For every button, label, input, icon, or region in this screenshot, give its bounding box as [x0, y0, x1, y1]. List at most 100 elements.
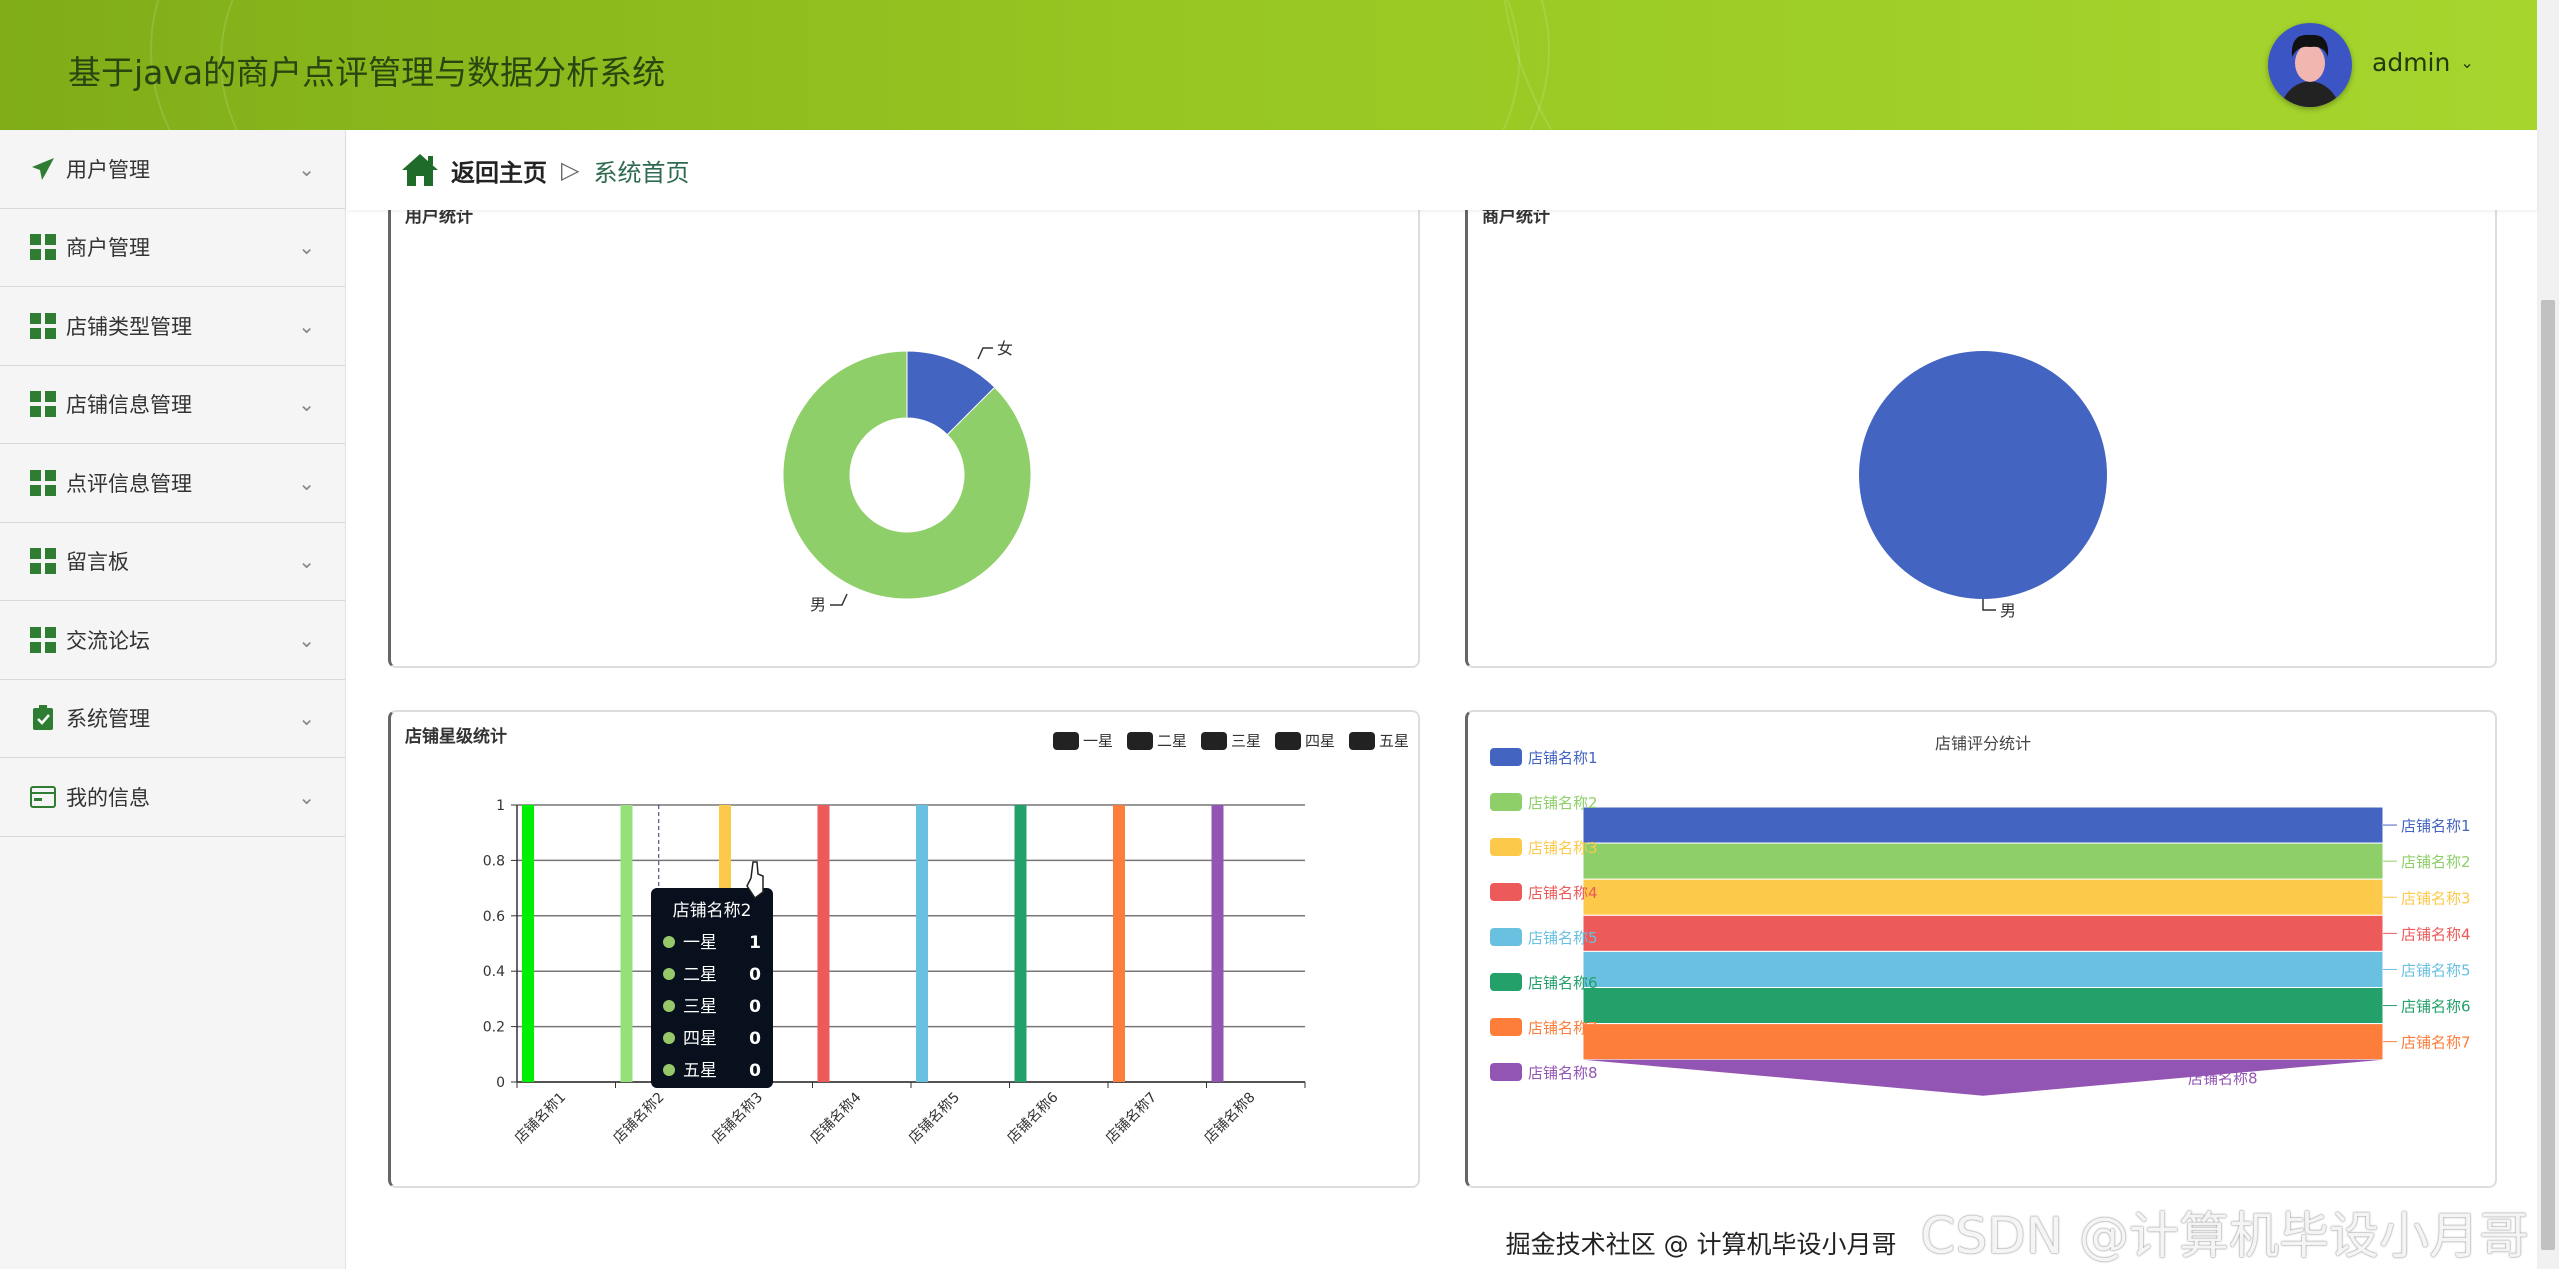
y-tick-label: 0.2	[483, 1020, 505, 1036]
pie-slice	[782, 350, 1032, 600]
tooltip-series: 五星	[683, 1061, 717, 1081]
chart-title: 店铺评分统计	[1935, 734, 2031, 753]
sidebar: 用户管理 ⌄ 商户管理 ⌄ 店铺类型管理 ⌄ 店铺信息管理 ⌄ 点评信息管理 ⌄ 留言板 ⌄ 交流论坛 ⌄…	[0, 130, 346, 1269]
sidebar-item[interactable]: 点评信息管理 ⌄	[0, 444, 345, 523]
funnel-segment	[1582, 806, 2384, 844]
tooltip-value: 1	[749, 933, 761, 953]
tooltip-marker	[663, 1000, 675, 1012]
app-title: 基于java的商户点评管理与数据分析系统	[68, 53, 666, 92]
funnel-label: 店铺名称3	[2401, 889, 2471, 907]
sidebar-item-label: 系统管理	[66, 707, 150, 732]
funnel-label: 店铺名称5	[2401, 961, 2471, 979]
funnel-label: 店铺名称7	[2401, 1034, 2471, 1052]
store-star-card: 店铺星级统计 五星 四星 三星 二星 一星 0 0.2 0.4 0.6 0.8 1 店铺名称1 店铺名称2…	[388, 710, 1420, 1188]
sidebar-item[interactable]: 交流论坛 ⌄	[0, 601, 345, 680]
funnel-label: 店铺名称8	[2188, 1070, 2258, 1088]
legend-swatch	[1490, 1018, 1522, 1036]
sidebar-item[interactable]: 店铺信息管理 ⌄	[0, 366, 345, 444]
legend-label: 五星	[1379, 732, 1409, 750]
legend-swatch	[1490, 793, 1522, 811]
legend-swatch	[1201, 732, 1227, 750]
sidebar-item[interactable]: 留言板 ⌄	[0, 523, 345, 601]
breadcrumb-home-link[interactable]: 返回主页	[451, 158, 547, 187]
chevron-down-icon: ⌄	[298, 156, 315, 181]
clipboard-check-icon	[30, 705, 56, 731]
legend-swatch	[1490, 838, 1522, 856]
avatar[interactable]	[2268, 23, 2352, 107]
y-tick-label: 1	[496, 798, 505, 814]
tooltip-value: 0	[749, 1061, 761, 1081]
tooltip-title: 店铺名称2	[673, 901, 752, 921]
sidebar-item-label: 点评信息管理	[66, 471, 192, 496]
bar	[817, 805, 830, 1082]
tooltip-marker	[663, 968, 675, 980]
pie-slice	[1859, 351, 2107, 599]
legend-label: 店铺名称8	[1528, 1064, 1598, 1082]
sidebar-item[interactable]: 系统管理 ⌄	[0, 680, 345, 758]
bar	[916, 805, 928, 1082]
legend-label: 二星	[1157, 732, 1187, 750]
chevron-down-icon: ⌄	[2460, 53, 2474, 72]
x-tick-label: 店铺名称5	[906, 1090, 963, 1147]
legend-swatch	[1127, 732, 1153, 750]
tooltip-marker	[663, 936, 675, 948]
avatar-image	[2280, 34, 2340, 107]
tooltip-marker	[663, 1064, 675, 1076]
tooltip-series: 四星	[683, 1029, 717, 1049]
bar	[1211, 805, 1224, 1082]
slice-label: 男	[810, 595, 826, 614]
sidebar-item-label: 交流论坛	[66, 628, 150, 653]
y-tick-label: 0	[496, 1075, 505, 1091]
chevron-down-icon: ⌄	[298, 313, 315, 338]
tooltip-value: 0	[749, 965, 761, 985]
watermark: 掘金技术社区 @ 计算机毕设小月哥 CSDN @计算机毕设小月哥	[1506, 1196, 2529, 1268]
username: admin	[2372, 48, 2451, 77]
grid-icon	[30, 548, 56, 575]
chart-title: 店铺星级统计	[405, 726, 507, 747]
scrollbar-thumb[interactable]	[2541, 300, 2555, 1250]
legend-label: 店铺名称4	[1528, 884, 1598, 902]
legend-swatch	[1490, 973, 1522, 991]
tooltip-value: 0	[749, 997, 761, 1017]
legend-label: 店铺名称5	[1528, 929, 1598, 947]
legend-swatch	[1053, 732, 1079, 750]
sidebar-item-label: 商户管理	[66, 236, 150, 261]
bar	[1113, 805, 1125, 1082]
legend-swatch	[1490, 928, 1522, 946]
bar	[1014, 805, 1027, 1082]
tooltip-series: 一星	[683, 933, 717, 953]
chevron-down-icon: ⌄	[298, 470, 315, 495]
sidebar-item[interactable]: 我的信息 ⌄	[0, 758, 345, 837]
chart-title: 商户统计	[1482, 206, 1550, 227]
hand-cursor-icon	[746, 861, 764, 900]
chevron-down-icon: ⌄	[298, 392, 315, 417]
sidebar-item[interactable]: 商户管理 ⌄	[0, 209, 345, 287]
sidebar-item[interactable]: 用户管理 ⌄	[0, 130, 345, 209]
chevron-down-icon: ⌄	[298, 549, 315, 574]
chevron-down-icon: ⌄	[298, 627, 315, 652]
label-line	[977, 347, 993, 360]
funnel-segment	[1582, 878, 2384, 916]
sidebar-item[interactable]: 店铺类型管理 ⌄	[0, 287, 345, 366]
page-scrollbar[interactable]	[2537, 0, 2559, 1269]
legend-swatch	[1490, 748, 1522, 766]
legend-label: 店铺名称6	[1528, 974, 1598, 992]
user-menu[interactable]: admin ⌄	[2372, 48, 2474, 77]
bar	[620, 805, 633, 1082]
y-tick-label: 0.4	[483, 964, 505, 980]
grid-icon	[30, 391, 56, 418]
home-icon[interactable]	[401, 153, 439, 187]
tooltip-box	[651, 888, 773, 1088]
sidebar-item-label: 我的信息	[66, 785, 150, 810]
grid-icon	[30, 626, 56, 653]
funnel-label: 店铺名称4	[2401, 925, 2471, 943]
legend-label: 四星	[1305, 732, 1335, 750]
tooltip-marker	[663, 1032, 675, 1044]
label-line	[830, 593, 848, 606]
chart-title: 用户统计	[405, 206, 473, 227]
legend-swatch	[1490, 1063, 1522, 1081]
bar	[522, 805, 534, 1082]
watermark-large: CSDN @计算机毕设小月哥	[1920, 1207, 2529, 1265]
x-tick-label: 店铺名称1	[512, 1090, 569, 1147]
y-tick-label: 0.6	[483, 909, 505, 925]
